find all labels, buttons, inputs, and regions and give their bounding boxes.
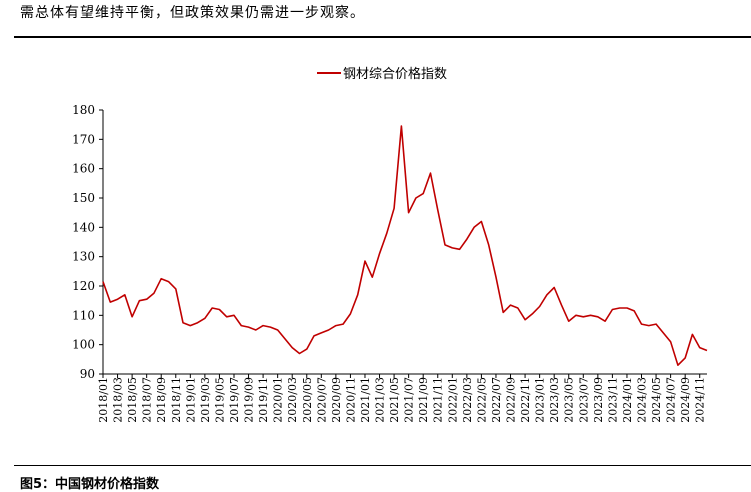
x-tick-label: 2022/01 — [446, 377, 459, 423]
x-tick-label: 2019/11 — [257, 377, 270, 423]
x-tick-label: 2020/05 — [301, 377, 314, 423]
x-tick-label: 2024/11 — [694, 377, 707, 423]
x-tick-label: 2021/03 — [374, 377, 387, 423]
x-tick-label: 2019/05 — [213, 377, 226, 423]
x-tick-label: 2024/07 — [665, 377, 678, 423]
x-tick-label: 2019/03 — [199, 377, 212, 423]
x-tick-label: 2021/05 — [388, 377, 401, 423]
x-tick-label: 2018/09 — [155, 377, 168, 423]
y-tick-label: 170 — [72, 132, 95, 146]
y-tick-label: 150 — [72, 191, 95, 205]
figure-caption: 图5：中国钢材价格指数 — [20, 477, 160, 492]
y-tick-label: 120 — [72, 279, 95, 293]
y-tick-label: 180 — [72, 103, 95, 117]
steel-price-index-chart: 钢材综合价格指数 90 100 110 120 130 140 150 160 170 180 2… — [72, 66, 708, 423]
x-tick-label: 2020/09 — [330, 377, 343, 423]
x-tick-labels: 2018/01 2018/03 2018/05 2018/07 2018/09 2018/… — [97, 377, 707, 423]
y-tick-label: 110 — [72, 308, 95, 322]
x-tick-label: 2019/01 — [184, 377, 197, 423]
x-tick-label: 2018/11 — [170, 377, 183, 423]
x-tick-label: 2024/09 — [679, 377, 692, 423]
x-tick-label: 2019/09 — [243, 377, 256, 423]
x-tick-label: 2023/03 — [548, 377, 561, 423]
x-tick-label: 2021/07 — [403, 377, 416, 423]
y-tick-label: 140 — [72, 220, 95, 234]
x-tick-label: 2018/01 — [97, 377, 110, 423]
x-tick-label: 2022/07 — [490, 377, 503, 423]
y-tick-label: 100 — [72, 338, 95, 352]
x-tick-label: 2023/09 — [592, 377, 605, 423]
x-tick-label: 2022/09 — [505, 377, 518, 423]
y-tick-label: 160 — [72, 162, 95, 176]
x-tick-label: 2020/01 — [272, 377, 285, 423]
top-divider — [14, 36, 751, 38]
x-tick-label: 2020/03 — [286, 377, 299, 423]
intro-text: 需总体有望维持平衡，但政策效果仍需进一步观察。 — [20, 5, 365, 21]
chart-legend: 钢材综合价格指数 — [317, 66, 447, 82]
y-tick-label: 130 — [72, 250, 95, 264]
x-tick-label: 2023/11 — [606, 377, 619, 423]
x-tick-label: 2021/01 — [359, 377, 372, 423]
x-tick-label: 2023/01 — [534, 377, 547, 423]
x-tick-label: 2024/01 — [621, 377, 634, 423]
x-tick-label: 2021/09 — [417, 377, 430, 423]
x-tick-label: 2019/07 — [228, 377, 241, 423]
x-tick-label: 2020/07 — [315, 377, 328, 423]
x-tick-label: 2018/07 — [141, 377, 154, 423]
x-tick-label: 2018/03 — [112, 377, 125, 423]
x-tick-label: 2021/11 — [432, 377, 445, 423]
chart-series — [102, 125, 708, 366]
x-tick-label: 2022/05 — [475, 377, 488, 423]
x-tick-label: 2023/05 — [563, 377, 576, 423]
y-tick-labels: 90 100 110 120 130 140 150 160 170 180 — [72, 103, 95, 381]
bottom-divider — [14, 465, 751, 466]
series-line — [102, 125, 708, 366]
x-tick-label: 2018/05 — [126, 377, 139, 423]
x-tick-label: 2024/03 — [636, 377, 649, 423]
chart-axes — [99, 109, 707, 378]
x-tick-label: 2022/11 — [519, 377, 532, 423]
y-tick-label: 90 — [80, 367, 95, 381]
x-tick-label: 2023/07 — [577, 377, 590, 423]
x-tick-label: 2020/11 — [344, 377, 357, 423]
legend-label: 钢材综合价格指数 — [343, 66, 447, 82]
x-tick-label: 2024/05 — [650, 377, 663, 423]
x-tick-label: 2022/03 — [461, 377, 474, 423]
